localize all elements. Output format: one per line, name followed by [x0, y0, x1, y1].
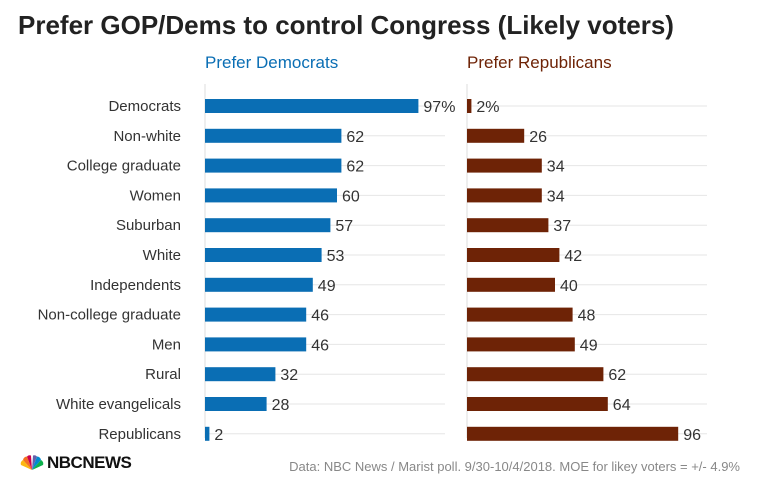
data-label: 42: [564, 248, 582, 265]
category-label: Non-college graduate: [38, 307, 181, 324]
data-label: 60: [342, 188, 360, 205]
bar: [205, 277, 313, 292]
data-label: 62: [346, 159, 364, 176]
series-header: Prefer Republicans: [467, 53, 612, 72]
category-label: Independents: [90, 277, 181, 294]
bar: [467, 397, 608, 411]
category-label: White: [143, 247, 181, 264]
bar: [467, 248, 560, 262]
data-label: 2: [214, 427, 223, 444]
category-label: Women: [130, 187, 181, 204]
bar: [467, 188, 542, 203]
bar: [205, 218, 331, 233]
bar: [205, 367, 276, 382]
bar: [467, 158, 542, 173]
data-label: 46: [311, 337, 329, 354]
bar: [205, 158, 342, 173]
bar: [205, 99, 419, 113]
category-label: College graduate: [67, 158, 181, 175]
data-label: 57: [335, 218, 353, 235]
data-label: 34: [547, 159, 565, 176]
data-label: 49: [318, 278, 336, 295]
bar: [205, 397, 267, 411]
category-label: Rural: [145, 366, 181, 383]
data-label: 37: [553, 218, 571, 235]
bar: [467, 99, 472, 113]
data-label: 53: [327, 248, 345, 265]
data-label: 2%: [476, 99, 499, 116]
data-label: 46: [311, 308, 329, 325]
data-label: 64: [613, 397, 631, 414]
category-label: Democrats: [108, 98, 181, 115]
bar: [467, 307, 573, 322]
data-label: 49: [580, 337, 598, 354]
bar: [467, 367, 604, 382]
logo-text: NBCNEWS: [47, 453, 132, 472]
peacock-icon: [20, 455, 44, 470]
data-label: 34: [547, 188, 565, 205]
bar: [205, 426, 210, 441]
category-label: Men: [152, 336, 181, 353]
bar: [205, 128, 342, 143]
data-label: 48: [578, 308, 596, 325]
chart-title: Prefer GOP/Dems to control Congress (Lik…: [18, 10, 674, 40]
data-label: 97%: [423, 99, 455, 116]
data-label: 28: [272, 397, 290, 414]
data-label: 96: [683, 427, 701, 444]
category-label: Non-white: [113, 128, 181, 145]
source-note: Data: NBC News / Marist poll. 9/30-10/4/…: [289, 459, 740, 474]
category-label: Suburban: [116, 217, 181, 234]
data-label: 32: [280, 367, 298, 384]
bar: [205, 307, 307, 322]
bar: [467, 337, 575, 352]
data-label: 62: [346, 129, 364, 146]
nbc-news-logo: NBCNEWS: [20, 453, 132, 473]
bar: [205, 188, 337, 203]
data-label: 26: [529, 129, 547, 146]
series-header: Prefer Democrats: [205, 53, 338, 72]
bar: [467, 426, 679, 441]
bar: [205, 337, 307, 352]
bar: [467, 128, 525, 143]
bar: [205, 248, 322, 262]
data-label: 40: [560, 278, 578, 295]
bar: [467, 218, 549, 233]
bar: [467, 277, 555, 292]
category-label: White evangelicals: [56, 396, 181, 413]
data-label: 62: [608, 367, 626, 384]
category-label: Republicans: [98, 426, 181, 443]
